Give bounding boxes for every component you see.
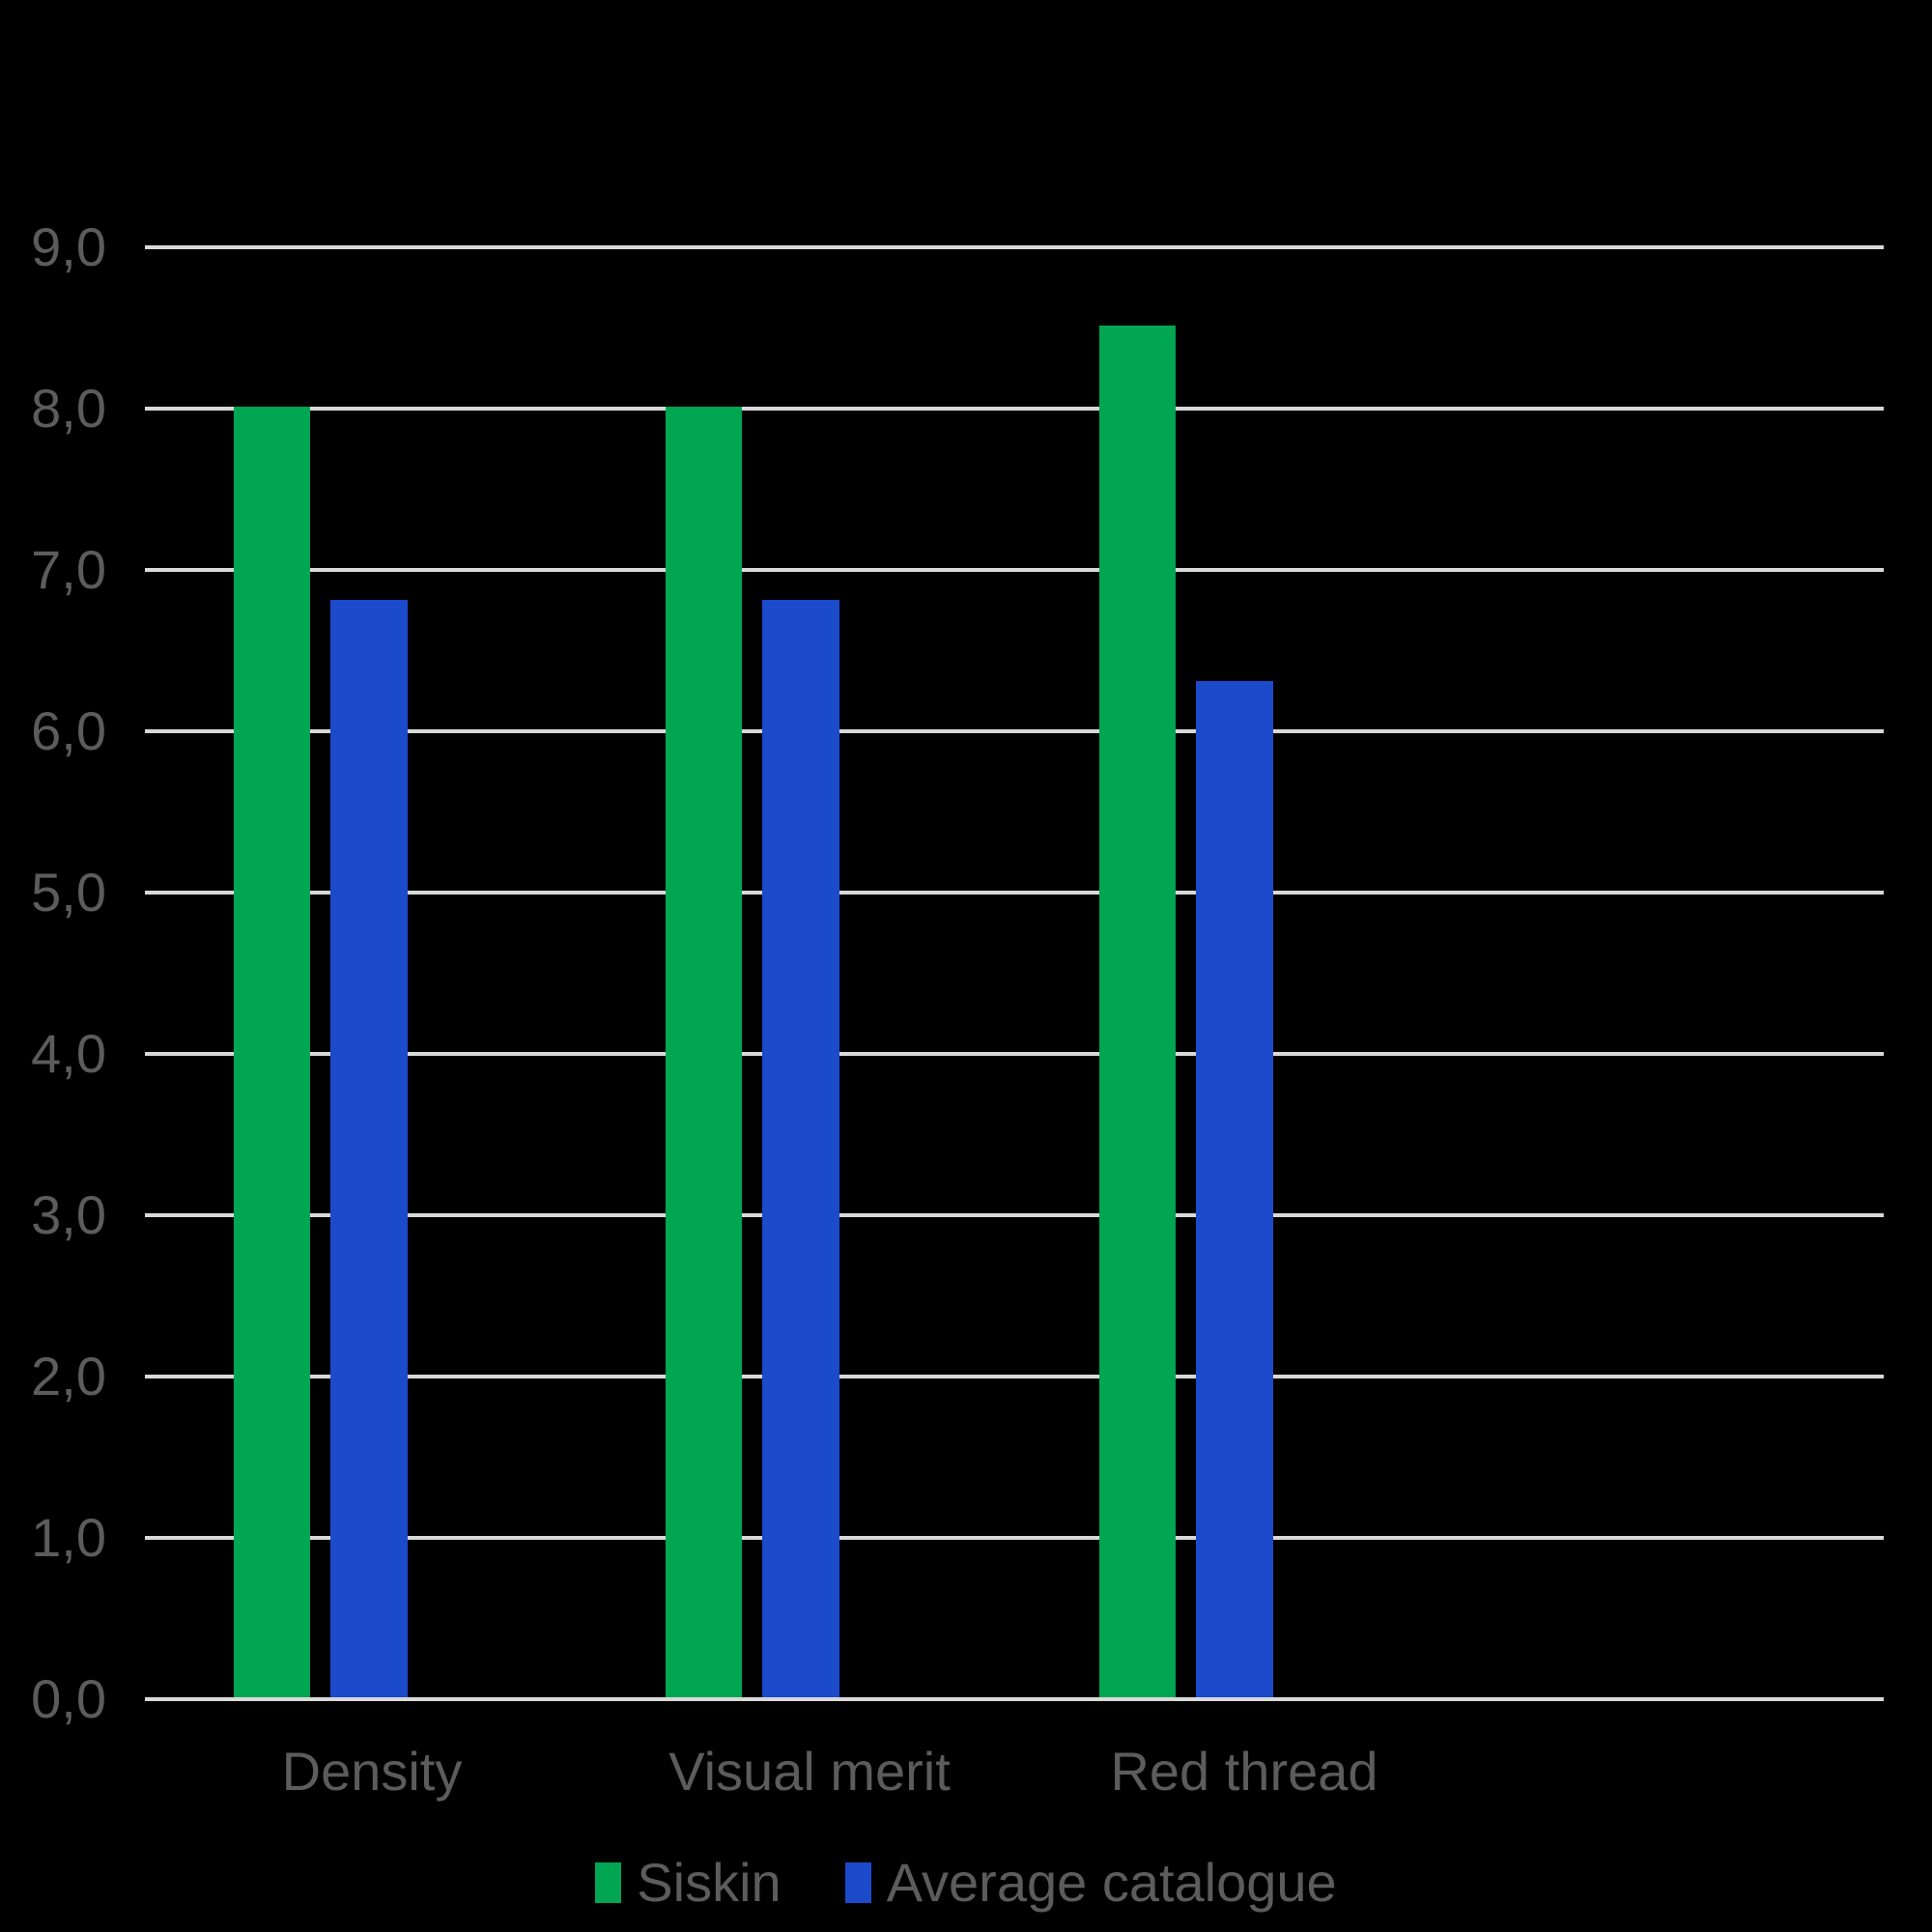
legend: Siskin Average catalogue xyxy=(0,1851,1932,1914)
bar-average-catalogue-density xyxy=(330,600,408,1697)
gridline xyxy=(145,245,1884,249)
legend-label: Average catalogue xyxy=(886,1852,1337,1913)
legend-item-average-catalogue: Average catalogue xyxy=(844,1851,1337,1914)
y-tick-label: 9,0 xyxy=(31,216,106,277)
y-tick-label: 3,0 xyxy=(31,1184,106,1245)
y-tick-label: 8,0 xyxy=(31,378,106,439)
bar-siskin-visual-merit xyxy=(666,407,742,1697)
gridline xyxy=(145,1213,1884,1217)
gridline xyxy=(145,1536,1884,1540)
gridline xyxy=(145,407,1884,411)
legend-swatch xyxy=(595,1861,622,1903)
legend-label: Siskin xyxy=(637,1852,781,1913)
y-tick-label: 6,0 xyxy=(31,700,106,761)
gridline xyxy=(145,568,1884,572)
x-category-label: Density xyxy=(281,1741,463,1802)
y-tick-label: 4,0 xyxy=(31,1023,106,1084)
gridline xyxy=(145,1375,1884,1378)
gridline xyxy=(145,1697,1884,1701)
gridline xyxy=(145,729,1884,733)
legend-item-siskin: Siskin xyxy=(595,1851,781,1914)
bar-siskin-density xyxy=(234,407,310,1697)
bar-average-catalogue-visual-merit xyxy=(762,600,839,1697)
y-tick-label: 7,0 xyxy=(31,539,106,600)
y-tick-label: 5,0 xyxy=(31,862,106,923)
bar-siskin-red-thread xyxy=(1099,326,1176,1697)
bar-average-catalogue-red-thread xyxy=(1196,681,1273,1697)
legend-swatch xyxy=(844,1861,871,1903)
x-category-label: Visual merit xyxy=(668,1741,951,1802)
x-category-label: Red thread xyxy=(1110,1741,1378,1802)
y-tick-label: 2,0 xyxy=(31,1346,106,1406)
y-tick-label: 1,0 xyxy=(31,1507,106,1568)
gridline xyxy=(145,891,1884,895)
gridline xyxy=(145,1052,1884,1056)
y-tick-label: 0,0 xyxy=(31,1668,106,1729)
